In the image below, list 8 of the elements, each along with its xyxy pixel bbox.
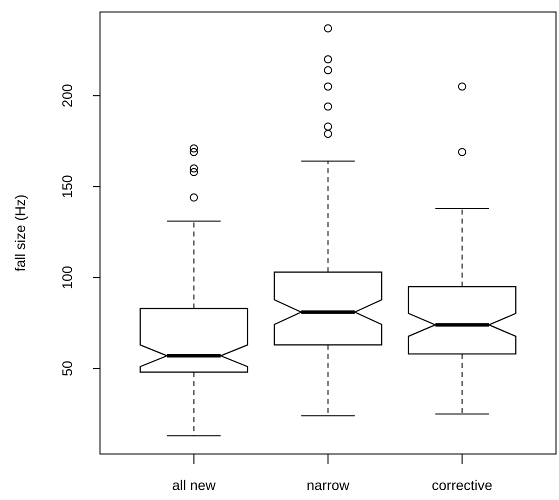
y-tick-label: 200 — [59, 84, 75, 108]
x-tick-label: all new — [172, 476, 217, 493]
x-tick-label: narrow — [306, 476, 350, 493]
y-tick-label: 100 — [59, 266, 75, 290]
x-tick-label: corrective — [432, 476, 493, 493]
y-tick-label: 50 — [59, 360, 75, 376]
y-axis-title: fall size (Hz) — [12, 194, 28, 272]
y-tick-label: 150 — [59, 174, 75, 198]
